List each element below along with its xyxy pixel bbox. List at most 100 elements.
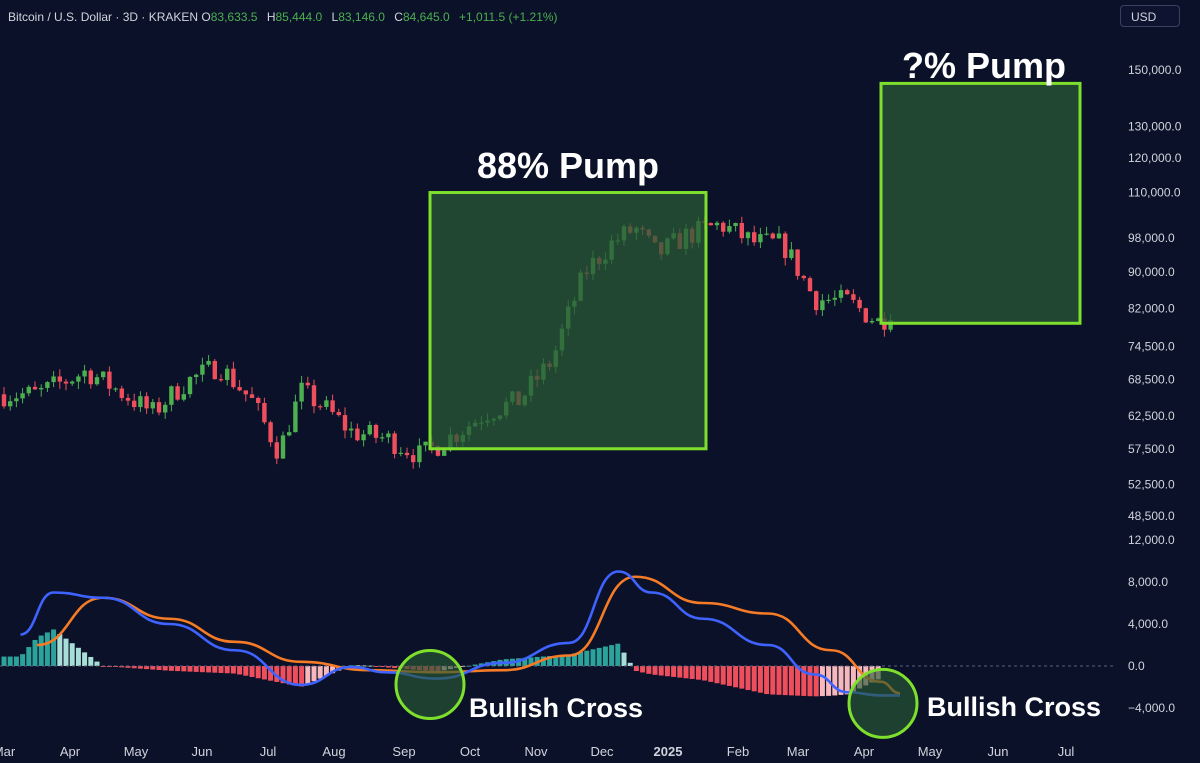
- candle-body: [789, 249, 794, 258]
- time-axis-tick: May: [918, 744, 943, 759]
- candle-body: [287, 432, 292, 436]
- candle-body: [70, 381, 75, 384]
- annotation-labels-layer: 88% Pump ?% Pump Bullish Cross Bullish Cros…: [469, 45, 1101, 723]
- candle-body: [169, 386, 174, 405]
- candle-body: [107, 371, 112, 389]
- candle-body: [1, 394, 7, 407]
- candle-body: [708, 223, 713, 226]
- candle-body: [14, 398, 19, 402]
- macd-histogram-bar: [379, 666, 385, 667]
- candle-body: [783, 233, 788, 258]
- candle-body: [305, 382, 310, 386]
- price-axis-tick: 68,500.0: [1128, 373, 1175, 387]
- macd-histogram-bar: [838, 666, 844, 695]
- macd-histogram-layer: [0, 629, 1115, 697]
- time-axis-tick: 2025: [654, 744, 683, 759]
- macd-histogram-bar: [26, 647, 32, 666]
- macd-histogram-bar: [590, 649, 596, 666]
- macd-histogram-bar: [193, 666, 199, 672]
- macd-histogram-bar: [249, 666, 255, 677]
- candle-body: [324, 400, 329, 407]
- macd-histogram-bar: [261, 666, 267, 680]
- macd-histogram-bar: [695, 666, 701, 680]
- macd-histogram-bar: [162, 666, 168, 671]
- price-axis-tick: 130,000.0: [1128, 120, 1182, 134]
- candle-body: [857, 299, 862, 309]
- candle-body: [26, 386, 31, 394]
- candle-body: [249, 394, 255, 398]
- candle-body: [256, 397, 261, 403]
- macd-histogram-bar: [472, 664, 478, 666]
- time-axis-tick: Jun: [192, 744, 213, 759]
- candle-body: [32, 386, 38, 390]
- price-axis-tick: 90,000.0: [1128, 265, 1175, 279]
- low-key: L: [331, 10, 339, 24]
- macd-histogram-bar: [367, 665, 373, 667]
- price-axis-tick: 98,000.0: [1128, 231, 1175, 245]
- macd-histogram-bar: [131, 666, 137, 669]
- macd-histogram-bar: [714, 666, 720, 684]
- candle-body: [380, 437, 385, 439]
- time-axis-tick: Oct: [460, 744, 481, 759]
- pump-label: ?% Pump: [902, 45, 1066, 86]
- candle-body: [132, 400, 137, 408]
- candle-body: [293, 401, 298, 433]
- macd-histogram-bar: [627, 662, 633, 666]
- macd-histogram-bar: [844, 666, 850, 695]
- macd-histogram-bar: [323, 666, 329, 676]
- macd-histogram-bar: [609, 645, 615, 666]
- macd-histogram-bar: [144, 666, 150, 670]
- candle-body: [8, 401, 13, 407]
- macd-histogram-bar: [187, 666, 193, 672]
- macd-histogram-bar: [44, 632, 50, 666]
- candle-body: [435, 446, 441, 456]
- candle-body: [807, 278, 813, 292]
- candle-body: [45, 382, 50, 388]
- candle-body: [727, 226, 732, 232]
- axes-layer: 150,000.0 130,000.0 120,000.0 110,000.0 98,0…: [0, 63, 1182, 759]
- macd-histogram-bar: [720, 666, 726, 685]
- macd-histogram-bar: [255, 666, 261, 679]
- macd-histogram-bar: [330, 666, 336, 674]
- macd-histogram-bar: [156, 666, 162, 671]
- macd-histogram-bar: [578, 652, 584, 666]
- candle-body: [733, 223, 738, 227]
- candle-body: [231, 368, 236, 388]
- candle-body: [39, 387, 44, 390]
- candle-body: [268, 422, 273, 443]
- macd-histogram-bar: [671, 666, 677, 677]
- macd-histogram-bar: [646, 666, 652, 674]
- candle-body: [113, 388, 118, 390]
- time-axis-tick: Dec: [590, 744, 614, 759]
- time-axis-tick: Aug: [322, 744, 345, 759]
- time-axis-tick: Mar: [787, 744, 810, 759]
- currency-button[interactable]: USD: [1120, 5, 1180, 27]
- macd-histogram-bar: [32, 639, 38, 666]
- candle-body: [225, 368, 230, 380]
- macd-histogram-bar: [305, 666, 311, 684]
- macd-histogram-bar: [137, 666, 143, 669]
- macd-histogram-bar: [571, 653, 577, 666]
- candle-body: [851, 294, 856, 300]
- candle-body: [411, 455, 416, 463]
- macd-histogram-bar: [540, 656, 546, 666]
- macd-histogram-bar: [602, 646, 608, 666]
- macd-histogram-bar: [683, 666, 689, 679]
- macd-histogram-bar: [75, 647, 81, 666]
- macd-histogram-bar: [584, 650, 590, 666]
- macd-histogram-bar: [237, 666, 243, 675]
- candle-body: [342, 415, 348, 431]
- time-axis-tick: May: [124, 744, 149, 759]
- macd-histogram-bar: [373, 666, 379, 667]
- macd-histogram-bar: [13, 656, 19, 666]
- macd-histogram-bar: [286, 666, 292, 685]
- macd-histogram-bar: [20, 654, 26, 666]
- macd-axis-tick: 0.0: [1128, 659, 1145, 673]
- candle-body: [386, 433, 391, 438]
- macd-histogram-bar: [621, 652, 627, 666]
- candle-body: [739, 223, 744, 239]
- time-axis-tick: Feb: [727, 744, 749, 759]
- candle-body: [423, 441, 428, 446]
- candle-body: [758, 234, 763, 243]
